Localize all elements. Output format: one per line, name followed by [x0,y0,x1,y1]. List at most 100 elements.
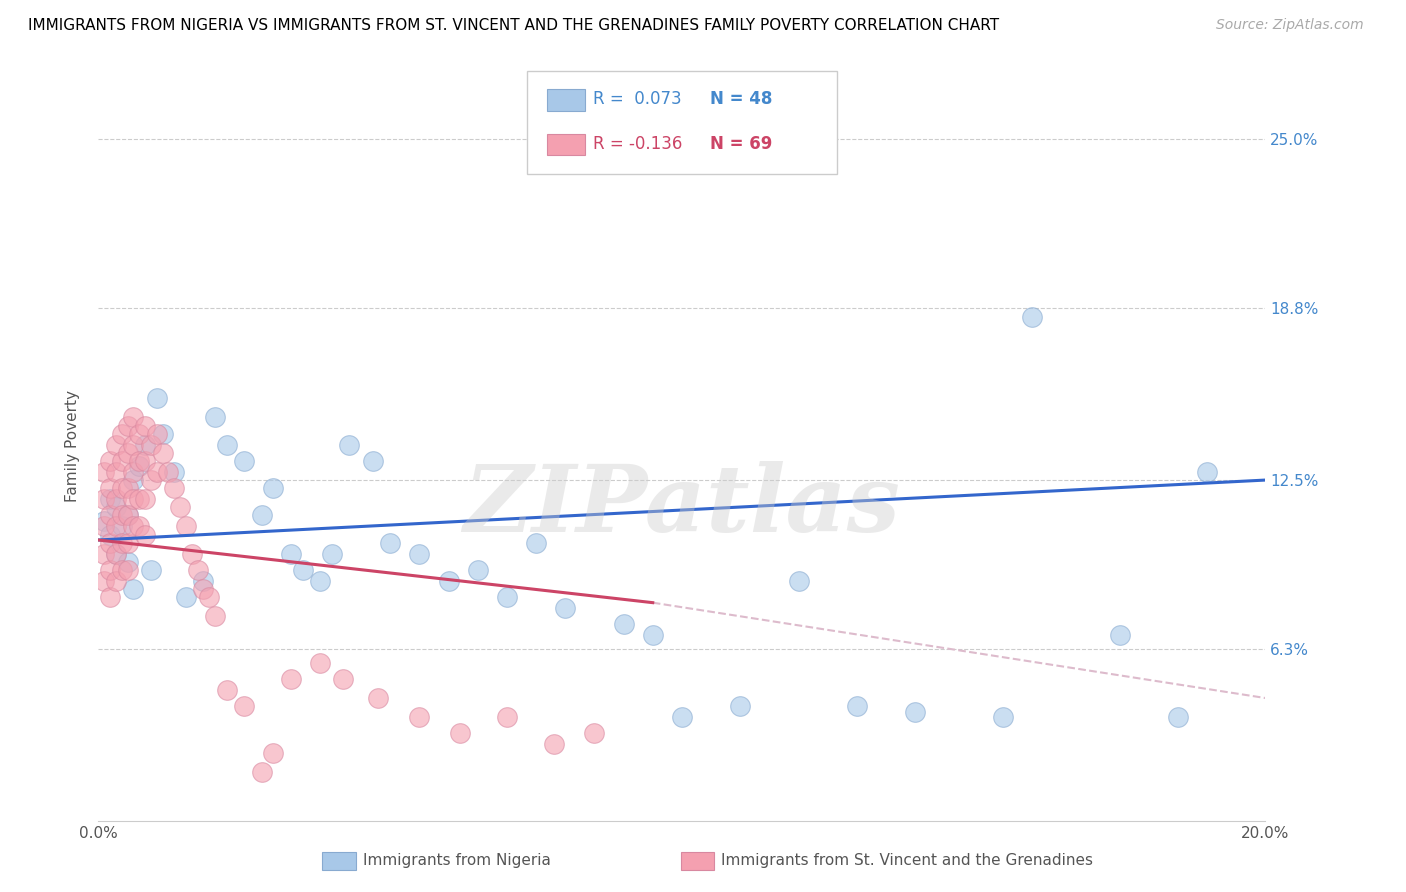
Point [262,746,284,760]
Point [1167,710,1189,724]
Point [128,459,150,474]
Point [233,699,256,714]
Point [332,672,354,686]
Point [104,547,127,561]
Point [104,465,127,479]
Point [496,591,519,605]
Point [93,514,115,528]
Text: N = 48: N = 48 [710,90,772,108]
Point [163,465,186,479]
Point [128,519,150,533]
Point [321,547,343,561]
Point [367,691,389,706]
Point [117,535,139,549]
Point [187,563,209,577]
Point [337,437,360,451]
Point [1021,310,1043,324]
Point [122,410,145,425]
Point [111,563,134,577]
Point [250,508,273,523]
Point [146,426,169,441]
Point [380,535,402,549]
Point [204,609,226,624]
Point [169,500,191,515]
Point [146,392,169,406]
Point [904,705,927,719]
Point [152,446,174,460]
Point [104,574,127,588]
Point [122,492,145,507]
Point [111,519,134,533]
Point [612,617,634,632]
Point [98,481,121,495]
Point [111,508,134,523]
Point [98,454,121,468]
Point [152,426,174,441]
Point [361,454,384,468]
Point [280,547,302,561]
Text: R =  0.073: R = 0.073 [593,90,682,108]
Point [98,563,121,577]
Point [117,481,139,495]
Text: N = 69: N = 69 [710,135,772,153]
Text: R = -0.136: R = -0.136 [593,135,683,153]
Point [111,454,134,468]
Point [98,492,121,507]
Point [104,437,127,451]
Point [204,410,226,425]
Point [554,601,576,615]
Point [309,656,332,670]
Point [730,699,752,714]
Point [524,535,547,549]
Point [122,465,145,479]
Point [215,682,238,697]
Point [104,519,127,533]
Point [122,582,145,596]
Point [139,437,162,451]
Text: Immigrants from St. Vincent and the Grenadines: Immigrants from St. Vincent and the Gren… [721,854,1094,868]
Point [98,527,121,541]
Point [128,454,150,468]
Point [467,563,489,577]
Point [93,519,115,533]
Point [846,699,869,714]
Point [93,492,115,507]
Point [496,710,519,724]
Point [437,574,460,588]
Point [233,454,256,468]
Point [449,726,471,740]
Point [98,535,121,549]
Point [671,710,693,724]
Point [180,547,202,561]
Point [104,500,127,515]
Point [163,481,186,495]
Point [139,473,162,487]
Point [134,454,156,468]
Point [215,437,238,451]
Point [146,465,169,479]
Point [117,555,139,569]
Point [134,527,156,541]
Point [117,446,139,460]
Point [128,492,150,507]
Point [291,563,314,577]
Point [134,492,156,507]
Y-axis label: Family Poverty: Family Poverty [65,390,80,502]
Point [991,710,1014,724]
Point [111,481,134,495]
Point [122,437,145,451]
Point [93,547,115,561]
Point [104,492,127,507]
Point [111,426,134,441]
Point [641,628,664,642]
Text: Source: ZipAtlas.com: Source: ZipAtlas.com [1216,18,1364,32]
Point [122,519,145,533]
Point [98,591,121,605]
Point [117,508,139,523]
Point [193,574,215,588]
Point [408,547,430,561]
Point [157,465,180,479]
Text: IMMIGRANTS FROM NIGERIA VS IMMIGRANTS FROM ST. VINCENT AND THE GRENADINES FAMILY: IMMIGRANTS FROM NIGERIA VS IMMIGRANTS FR… [28,18,1000,33]
Point [250,764,273,779]
Point [543,737,565,751]
